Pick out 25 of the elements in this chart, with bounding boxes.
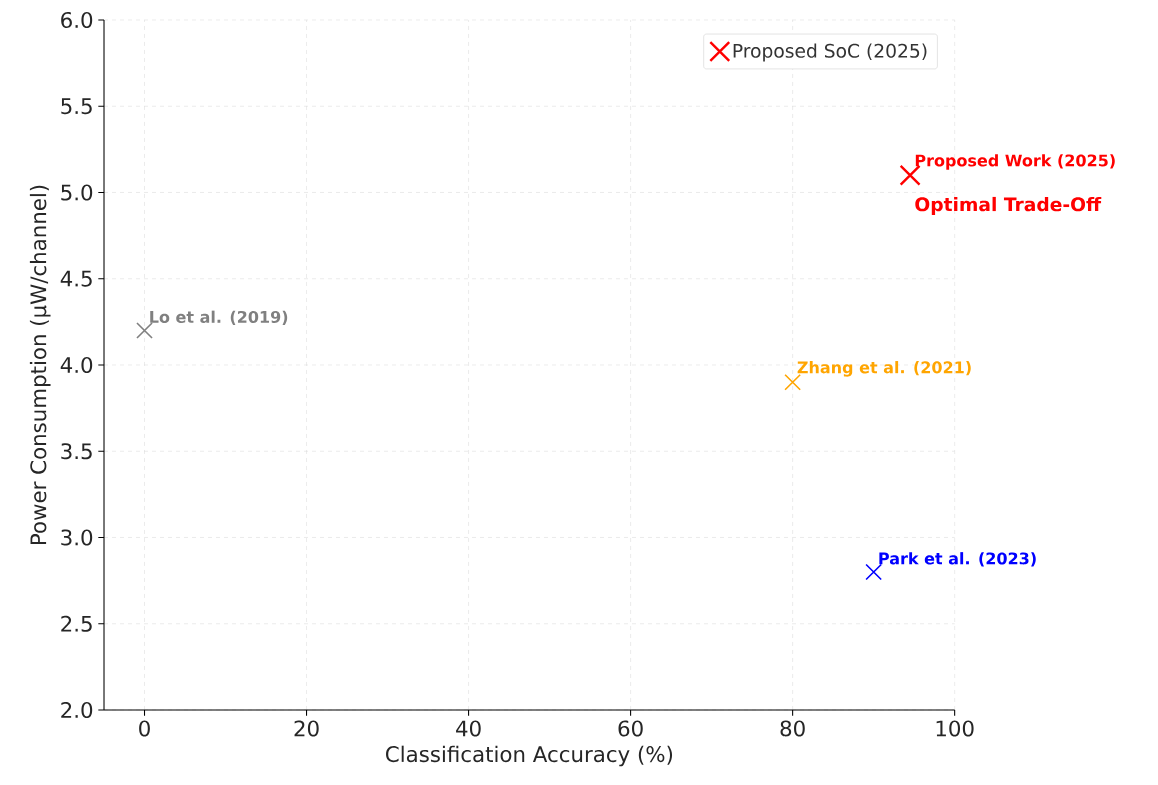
x-tick-label: 60	[618, 720, 643, 737]
annotation: Zhang et al. (2021)	[797, 361, 971, 377]
point	[865, 563, 882, 581]
y-tick-label: 2.5	[61, 615, 92, 632]
x-tick-label: 100	[936, 720, 974, 737]
annotation: Park et al. (2023)	[879, 552, 1036, 567]
y-tick-label: 3.5	[61, 443, 92, 460]
y-tick-label: 6.0	[61, 11, 93, 29]
y-tick-label: 2.0	[61, 701, 93, 719]
x-tick-label: 80	[780, 720, 805, 737]
annotation: Optimal Trade-Off	[915, 196, 1102, 215]
y-tick-label: 5.5	[61, 98, 92, 115]
x-axis-title: Classification Accuracy (%)	[386, 745, 673, 767]
x-tick-label: 40	[456, 720, 481, 737]
y-tick-label: 4.0	[60, 356, 93, 374]
y-tick-label: 5.0	[61, 184, 93, 201]
x-tick-label: 0	[139, 720, 150, 737]
y-tick-label: 4.5	[60, 270, 92, 287]
y-axis-title: Power Consumption (µW/channel)	[29, 185, 51, 545]
point	[136, 322, 153, 339]
annotation: Lo et al. (2019)	[150, 310, 288, 325]
annotation: Proposed Work (2025)	[915, 154, 1115, 170]
y-tick-label: 3.0	[61, 529, 93, 546]
legend-label: Proposed SoC (2025)	[733, 43, 927, 62]
x-tick-label: 20	[294, 720, 319, 737]
